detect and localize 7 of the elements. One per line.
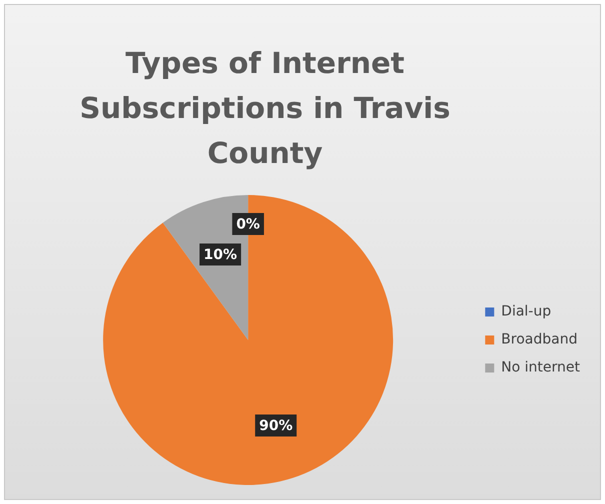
legend-label: Dial-up — [501, 304, 552, 320]
text: 0% — [236, 216, 260, 233]
legend-label: No internet — [501, 360, 581, 376]
legend-label: Broadband — [501, 332, 578, 348]
data-label: 10% — [204, 247, 238, 264]
chart-title: Types of Internet Subscriptions in Travis County — [78, 45, 452, 172]
data-label: 90% — [259, 418, 293, 434]
